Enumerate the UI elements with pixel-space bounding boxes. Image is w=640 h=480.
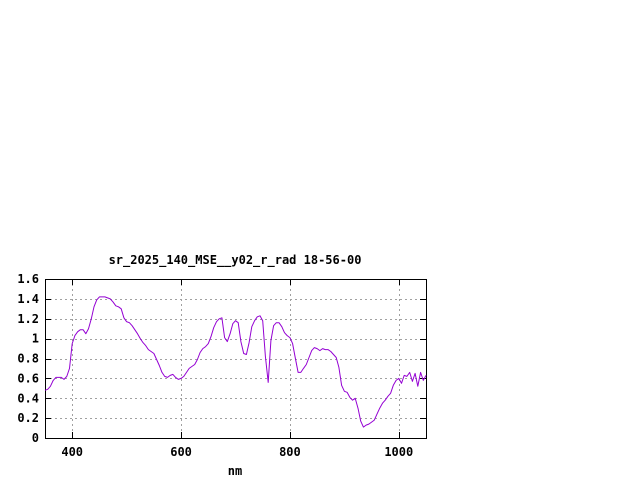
y-tick-label: 0.4 [17,391,39,405]
y-tick-label: 1.6 [17,272,39,286]
x-tick-label: 400 [61,445,83,459]
series-line-0 [44,296,427,428]
axes [45,279,427,439]
chart-title: sr_2025_140_MSE__y02_r_rad 18-56-00 [109,253,362,268]
plot-border [45,279,427,439]
y-tick-label: 0 [32,431,39,445]
x-tick-label: 1000 [384,445,413,459]
x-axis-label: nm [228,464,242,478]
y-tick-label: 1.2 [17,312,39,326]
grid-lines [45,279,426,438]
y-tick-label: 0.8 [17,352,39,366]
x-tick-label: 600 [170,445,192,459]
series-layer [44,296,427,428]
y-tick-label: 0.6 [17,371,39,385]
y-tick-label: 1 [32,332,39,346]
x-tick-label: 800 [279,445,301,459]
y-tick-label: 1.4 [17,292,39,306]
y-tick-label: 0.2 [17,411,39,425]
tick-labels: 0 0.2 0.4 0.6 0.8 1 1.2 1.4 1.6 400 600 800 1000 [17,272,413,459]
